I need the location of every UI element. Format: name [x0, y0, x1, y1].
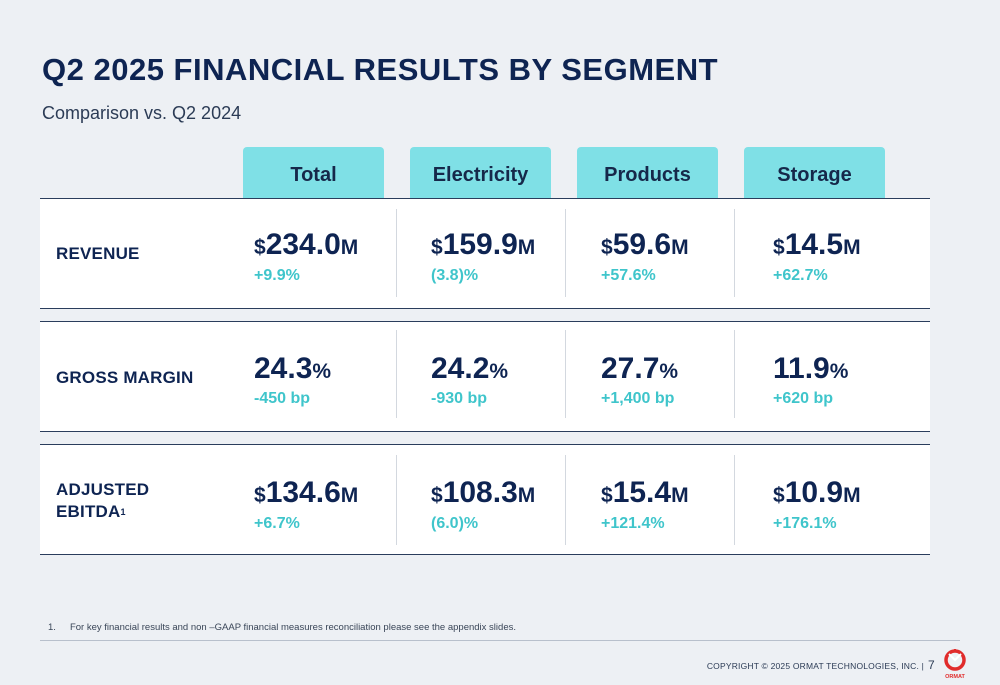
page-subtitle: Comparison vs. Q2 2024 — [42, 103, 242, 123]
metric-value: $10.9M — [773, 476, 861, 509]
row-label-revenue: REVENUE — [56, 244, 140, 263]
metric-change: (3.8)% — [431, 267, 479, 284]
ormat-logo: ORMAT — [940, 648, 970, 680]
metric-change: +6.7% — [254, 515, 300, 532]
metric-value: $108.3M — [431, 476, 536, 509]
column-divider — [396, 209, 397, 297]
metric-value: 24.2% — [431, 352, 509, 385]
column-divider — [734, 330, 735, 418]
metric-value: 24.3% — [254, 352, 332, 385]
column-divider — [565, 209, 566, 297]
metric-value: $14.5M — [773, 228, 861, 261]
metric-change: +57.6% — [601, 267, 656, 284]
metric-value: 27.7% — [601, 352, 679, 385]
row-label-adjusted-ebitda: ADJUSTED EBITDA1 — [56, 480, 150, 521]
page-number: 7 — [928, 658, 935, 672]
copyright-notice: COPYRIGHT © 2025 ORMAT TECHNOLOGIES, INC… — [706, 661, 924, 671]
metric-change: (6.0)% — [431, 515, 479, 532]
column-divider — [565, 455, 566, 545]
metric-change: +176.1% — [773, 515, 837, 532]
column-header-storage: Storage — [744, 147, 885, 198]
footnote-marker: 1 — [120, 507, 126, 517]
column-header-products: Products — [577, 147, 718, 198]
ormat-logo-icon: ORMAT — [944, 649, 966, 680]
column-divider — [734, 455, 735, 545]
metric-value: 11.9% — [773, 352, 849, 385]
metric-change: +121.4% — [601, 515, 665, 532]
metric-change: -930 bp — [431, 390, 488, 407]
page-title: Q2 2025 FINANCIAL RESULTS BY SEGMENT — [42, 52, 719, 87]
metric-change: +620 bp — [773, 390, 834, 407]
metric-value: $15.4M — [601, 476, 689, 509]
metric-change: -450 bp — [254, 390, 311, 407]
metric-change: +9.9% — [254, 267, 300, 284]
metric-value: $159.9M — [431, 228, 536, 261]
footer-divider — [40, 640, 960, 641]
column-divider — [734, 209, 735, 297]
column-header-electricity: Electricity — [410, 147, 551, 198]
gross-margin-row: GROSS MARGIN 24.3% -450 bp 24.2% -930 bp… — [40, 321, 930, 432]
adjusted-ebitda-row: ADJUSTED EBITDA1 $134.6M +6.7% $108.3M (… — [40, 444, 930, 555]
revenue-row: REVENUE $234.0M +9.9% $159.9M (3.8)% $59… — [40, 198, 930, 309]
column-divider — [396, 330, 397, 418]
column-divider — [565, 330, 566, 418]
logo-wordmark: ORMAT — [945, 674, 965, 680]
footnote: 1. For key financial results and non –GAA… — [48, 622, 516, 633]
metric-value: $134.6M — [254, 476, 359, 509]
column-divider — [396, 455, 397, 545]
metric-value: $234.0M — [254, 228, 359, 261]
column-header-total: Total — [243, 147, 384, 198]
metric-value: $59.6M — [601, 228, 689, 261]
metric-change: +62.7% — [773, 267, 828, 284]
row-label-gross-margin: GROSS MARGIN — [56, 368, 194, 387]
metric-change: +1,400 bp — [601, 390, 675, 407]
